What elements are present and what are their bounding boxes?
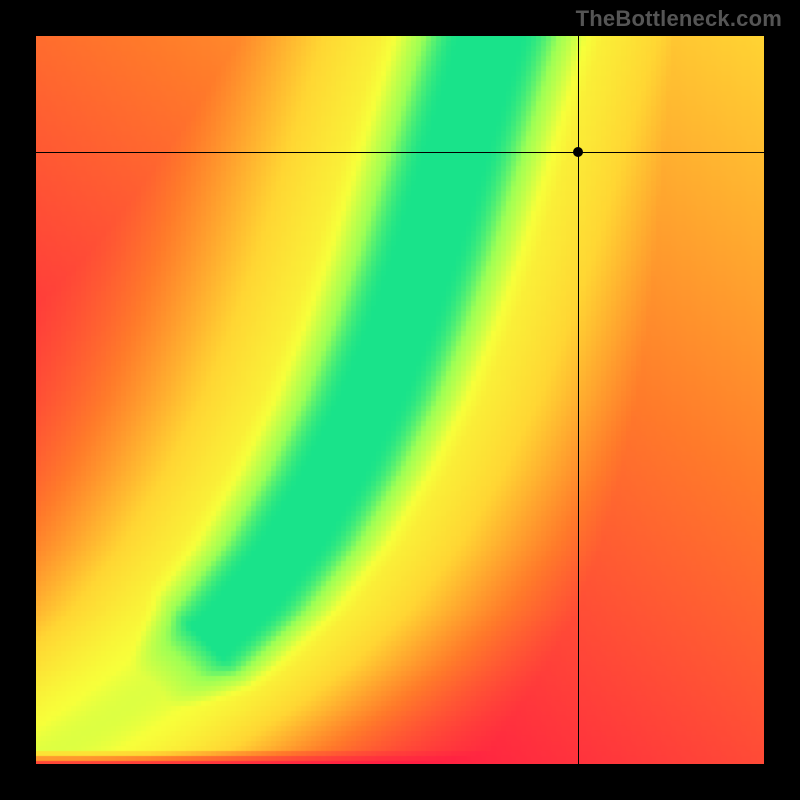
crosshair-marker <box>573 147 583 157</box>
heatmap-canvas <box>36 36 764 764</box>
crosshair-horizontal <box>36 152 764 153</box>
crosshair-vertical <box>578 36 579 764</box>
watermark-text: TheBottleneck.com <box>576 6 782 32</box>
heatmap-plot <box>36 36 764 764</box>
